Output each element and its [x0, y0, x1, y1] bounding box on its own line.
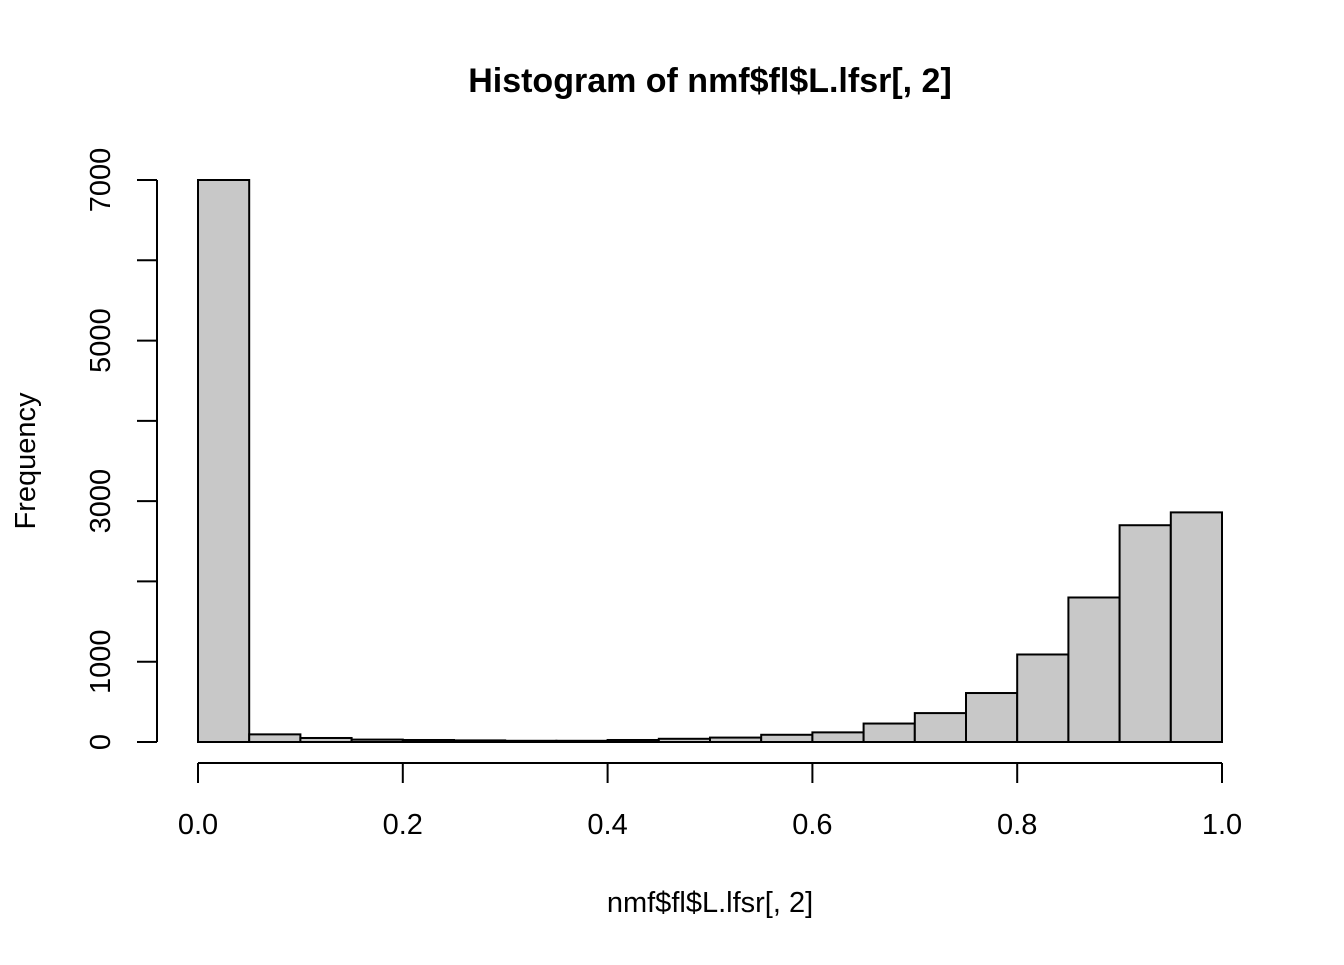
- histogram-bar: [453, 739, 507, 744]
- histogram-bar: [555, 739, 609, 744]
- histogram-bar: [1169, 511, 1224, 744]
- histogram-bar: [1118, 524, 1172, 743]
- chart-title: Histogram of nmf$fl$L.lfsr[, 2]: [468, 62, 952, 100]
- y-tick-label: 3000: [85, 469, 117, 534]
- y-axis-label: Frequency: [10, 392, 42, 530]
- y-tick-label: 5000: [85, 308, 117, 373]
- histogram-bar: [965, 692, 1019, 743]
- x-axis: 0.0 0.2 0.4 0.6 0.8 1.0: [178, 762, 1242, 841]
- y-tick-label: 1000: [85, 629, 117, 694]
- histogram-bar: [811, 731, 865, 744]
- y-tick-label: 7000: [85, 148, 117, 213]
- y-axis: 0 1000 3000 5000 7000: [85, 148, 158, 750]
- x-tick-label: 0.0: [178, 809, 218, 841]
- histogram-bar: [299, 736, 353, 744]
- x-tick-label: 1.0: [1202, 809, 1242, 841]
- x-tick-label: 0.4: [587, 809, 627, 841]
- histogram-bar: [401, 738, 455, 744]
- histogram-bar: [657, 737, 711, 744]
- histogram-bar: [709, 736, 763, 744]
- histogram-bar: [248, 733, 302, 744]
- x-tick-label: 0.6: [792, 809, 832, 841]
- histogram-bar: [1016, 653, 1070, 744]
- histogram-bar: [197, 179, 251, 743]
- x-axis-label: nmf$fl$L.lfsr[, 2]: [607, 887, 813, 919]
- y-tick-label: 0: [85, 734, 117, 750]
- x-tick-label: 0.8: [997, 809, 1037, 841]
- histogram-bar: [760, 733, 814, 744]
- histogram-bar: [862, 722, 916, 744]
- histogram-bar: [350, 738, 404, 744]
- histogram-bar: [1067, 596, 1121, 743]
- histogram-bar: [913, 712, 967, 744]
- histogram-bar: [606, 738, 660, 744]
- bars-group: [197, 179, 1224, 744]
- x-tick-label: 0.2: [383, 809, 423, 841]
- histogram-bar: [504, 739, 558, 744]
